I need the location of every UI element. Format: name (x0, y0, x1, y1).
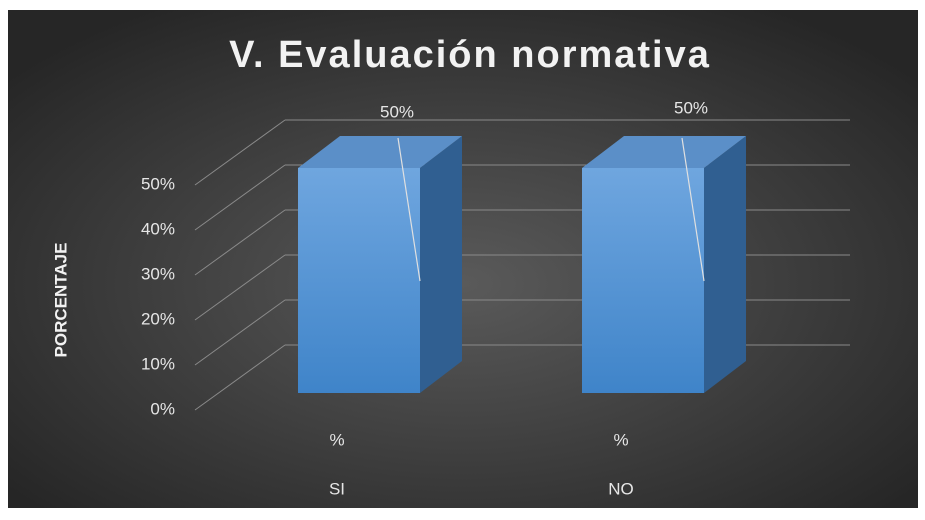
y-tick-label: 50% (141, 174, 175, 193)
grid-line (194, 254, 286, 321)
grid-line (194, 119, 286, 186)
bar-top (298, 136, 462, 168)
bar (582, 168, 704, 393)
x-tick-label: NO (608, 479, 634, 498)
data-label: 50% (674, 98, 708, 117)
data-label: 50% (380, 102, 414, 121)
leader-line (681, 137, 705, 282)
bar-side (420, 136, 462, 393)
y-tick-label: 10% (141, 354, 175, 373)
bar (298, 168, 420, 393)
y-tick-label: 0% (150, 399, 175, 418)
y-tick-label: 30% (141, 264, 175, 283)
chart-title: V. Evaluación normativa (229, 34, 711, 76)
grid-line (194, 299, 286, 366)
y-tick-label: 40% (141, 219, 175, 238)
bar-top (582, 136, 746, 168)
x-tick-label: % (329, 430, 344, 449)
chart-background (8, 10, 918, 508)
grid-line (194, 344, 286, 411)
grid-line (194, 209, 286, 276)
grid-line (194, 164, 286, 231)
x-tick-label: % (613, 430, 628, 449)
leader-line (397, 137, 421, 282)
y-tick-label: 20% (141, 309, 175, 328)
y-axis-label: PORCENTAJE (51, 243, 70, 358)
bar-side (704, 136, 746, 393)
x-tick-label: SI (329, 479, 345, 498)
